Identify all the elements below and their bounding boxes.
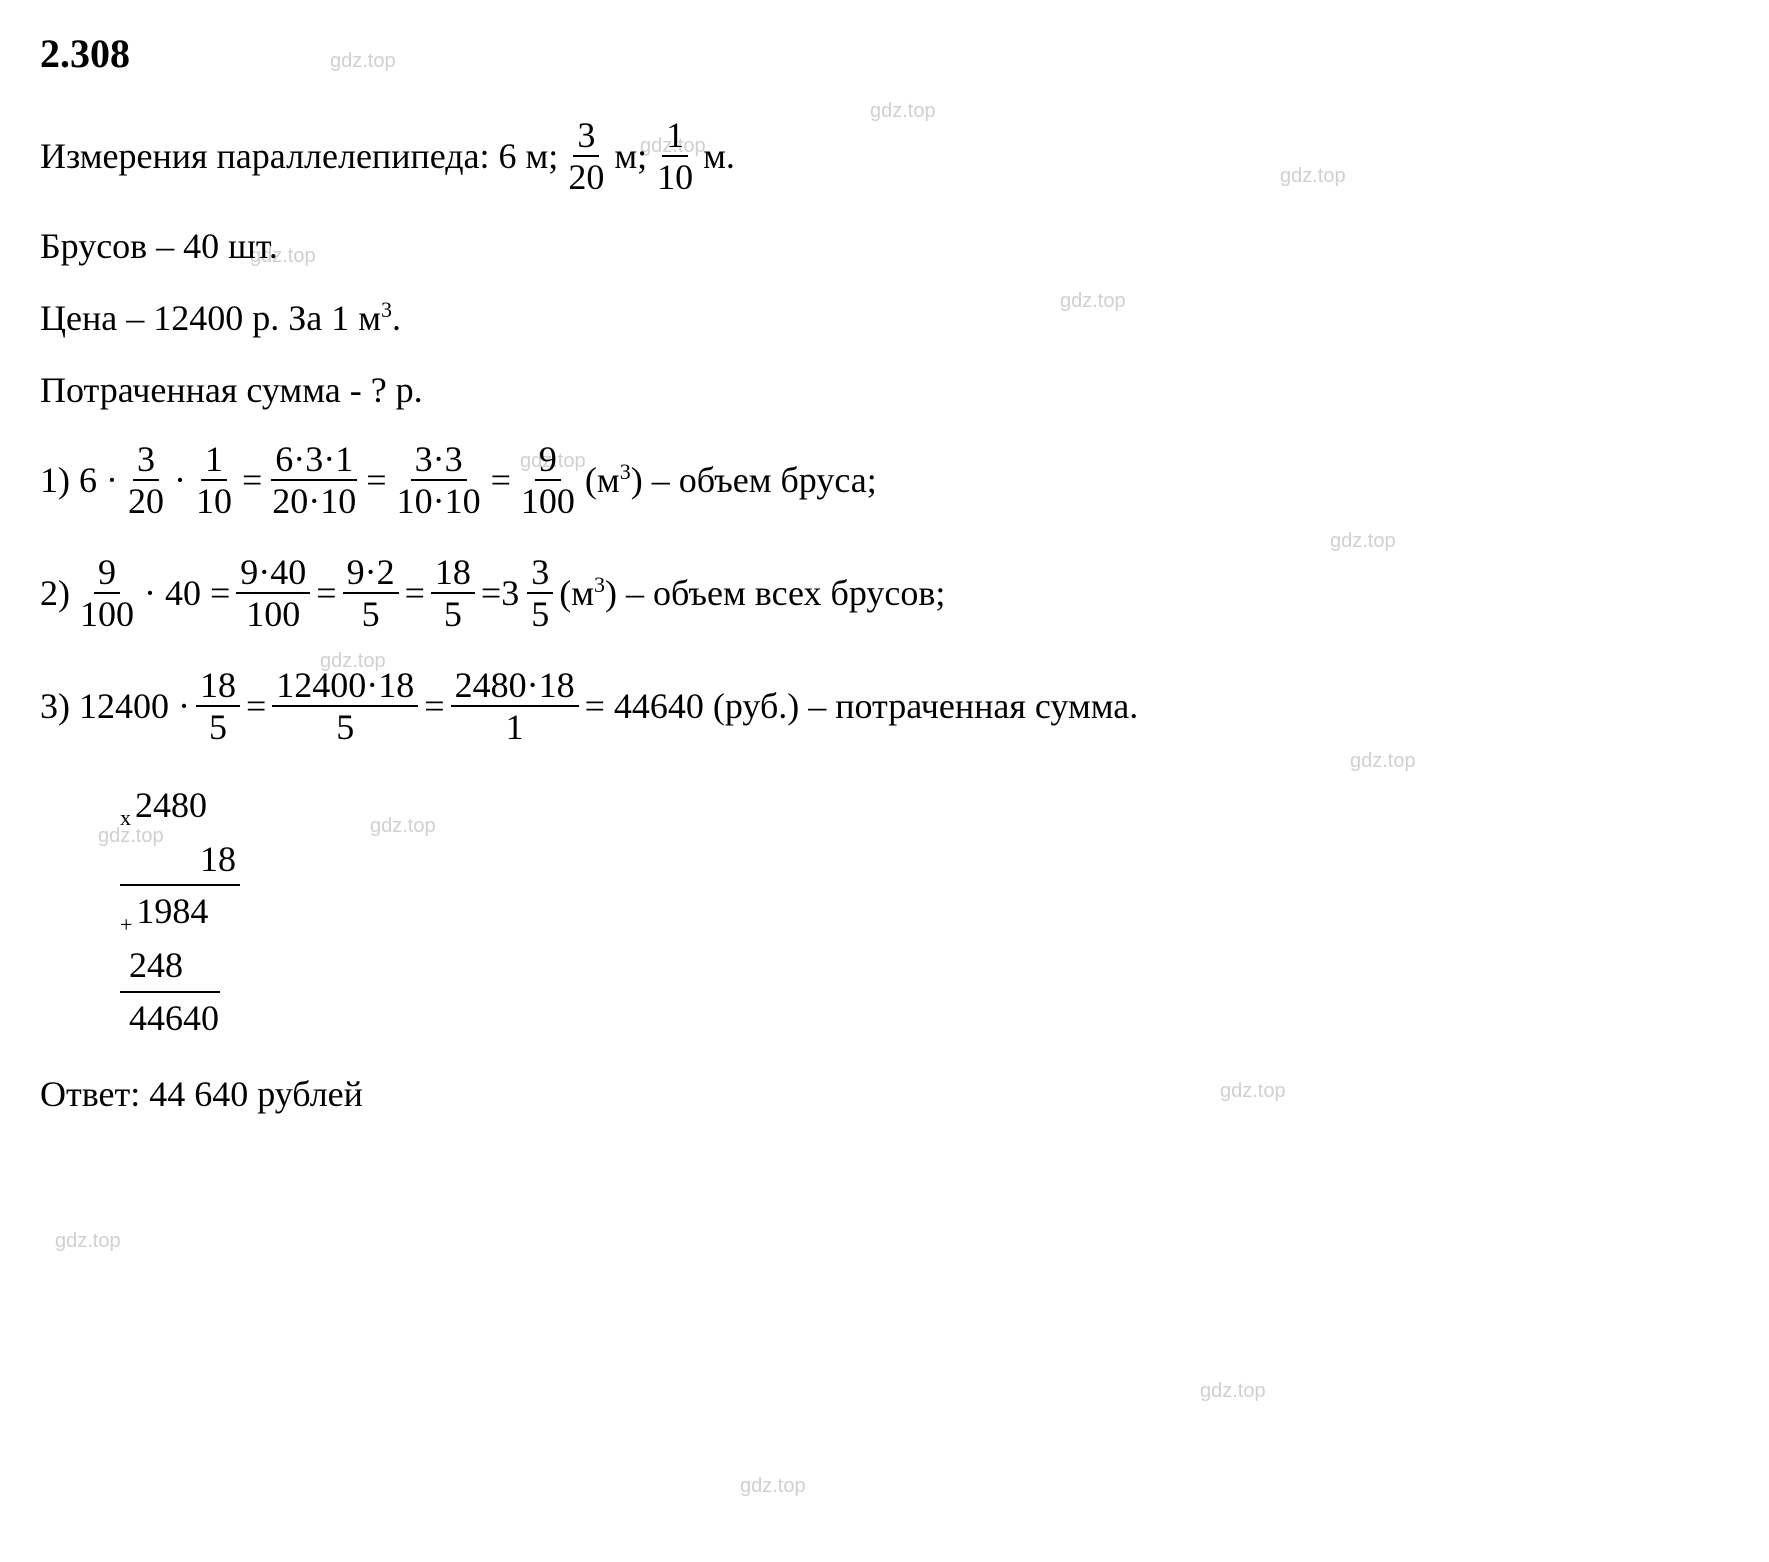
problem-number: 2.308 xyxy=(40,30,1729,77)
frac-numerator: 1 xyxy=(201,441,227,481)
text-suffix: м. xyxy=(703,135,735,177)
frac-denominator: 20·10 xyxy=(268,481,360,519)
frac-numerator: 3 xyxy=(573,117,599,157)
equals: = xyxy=(242,459,262,501)
text-prefix: Измерения параллелепипеда: 6 м; xyxy=(40,135,558,177)
step-label: 3) 12400 · xyxy=(40,685,190,727)
frac-denominator: 10·10 xyxy=(393,481,485,519)
frac-denominator: 10 xyxy=(192,481,236,519)
frac-denominator: 100 xyxy=(242,594,304,632)
calc-result: 44640 xyxy=(129,998,219,1038)
frac-numerator: 2480·18 xyxy=(451,667,579,707)
fraction: 12400·18 5 xyxy=(272,667,418,745)
frac-denominator: 100 xyxy=(76,594,138,632)
frac-denominator: 5 xyxy=(358,594,384,632)
equals: = xyxy=(424,685,444,727)
step-label: 2) xyxy=(40,572,70,614)
frac-denominator: 5 xyxy=(332,707,358,745)
step-3: 3) 12400 · 18 5 = 12400·18 5 = 2480·18 1… xyxy=(40,667,1729,745)
frac-numerator: 3·3 xyxy=(411,441,467,481)
equals: = xyxy=(316,572,336,614)
equals: = xyxy=(491,459,511,501)
mixed-whole: 3 xyxy=(501,572,519,614)
price-line: Цена – 12400 р. За 1 м3. xyxy=(40,297,1729,339)
paren-open: (м xyxy=(559,572,594,614)
dot: · xyxy=(174,459,186,501)
text-suffix: . xyxy=(392,297,401,339)
fraction: 9 100 xyxy=(517,441,579,519)
multiply-symbol: x xyxy=(120,805,131,830)
superscript: 3 xyxy=(620,459,631,485)
equals: = xyxy=(366,459,386,501)
frac-numerator: 9 xyxy=(94,554,120,594)
fraction: 18 5 xyxy=(196,667,240,745)
superscript-3: 3 xyxy=(381,297,392,323)
fraction-3-20: 3 20 xyxy=(564,117,608,195)
question-line: Потраченная сумма - ? р. xyxy=(40,369,1729,411)
frac-denominator: 5 xyxy=(205,707,231,745)
dimensions-line: Измерения параллелепипеда: 6 м; 3 20 м; … xyxy=(40,117,1729,195)
step-2: 2) 9 100 · 40 = 9·40 100 = 9·2 5 = 18 5 … xyxy=(40,554,1729,632)
beams-count-line: Брусов – 40 шт. xyxy=(40,225,1729,267)
frac-numerator: 18 xyxy=(431,554,475,594)
frac-denominator: 100 xyxy=(517,481,579,519)
fraction: 9 100 xyxy=(76,554,138,632)
calc-operand-2: 18 xyxy=(200,839,236,879)
watermark-text: gdz.top xyxy=(55,1230,121,1253)
frac-denominator: 5 xyxy=(527,594,553,632)
frac-denominator: 10 xyxy=(653,157,697,195)
frac-denominator: 1 xyxy=(502,707,528,745)
frac-denominator: 5 xyxy=(440,594,466,632)
equals-result: = 44640 (руб.) – потраченная сумма. xyxy=(585,685,1139,727)
frac-numerator: 18 xyxy=(196,667,240,707)
frac-numerator: 9·2 xyxy=(343,554,399,594)
step-label: 1) 6 · xyxy=(40,459,118,501)
calc-operand-1: 2480 xyxy=(135,785,207,825)
watermark-text: gdz.top xyxy=(740,1475,806,1498)
dot: · 40 = xyxy=(144,572,230,614)
frac-denominator: 20 xyxy=(564,157,608,195)
fraction: 3·3 10·10 xyxy=(393,441,485,519)
equals: = xyxy=(405,572,425,614)
fraction: 9·40 100 xyxy=(236,554,310,632)
paren-close: ) – объем бруса; xyxy=(631,459,877,501)
frac-denominator: 20 xyxy=(124,481,168,519)
fraction: 3 5 xyxy=(527,554,553,632)
superscript: 3 xyxy=(594,572,605,598)
text-prefix: Цена – 12400 р. За 1 м xyxy=(40,297,381,339)
frac-numerator: 1 xyxy=(662,117,688,157)
frac-numerator: 6·3·1 xyxy=(271,441,357,481)
equals: = xyxy=(246,685,266,727)
answer-line: Ответ: 44 640 рублей xyxy=(40,1073,1729,1115)
step-1: 1) 6 · 3 20 · 1 10 = 6·3·1 20·10 = 3·3 1… xyxy=(40,441,1729,519)
paren-open: (м xyxy=(585,459,620,501)
fraction: 3 20 xyxy=(124,441,168,519)
text-mid: м; xyxy=(614,135,647,177)
frac-numerator: 9 xyxy=(535,441,561,481)
calc-partial-2: 248 xyxy=(129,945,183,985)
frac-numerator: 9·40 xyxy=(236,554,310,594)
fraction-1-10: 1 10 xyxy=(653,117,697,195)
fraction: 9·2 5 xyxy=(343,554,399,632)
equals: = xyxy=(481,572,501,614)
frac-numerator: 3 xyxy=(133,441,159,481)
fraction: 1 10 xyxy=(192,441,236,519)
plus-symbol: + xyxy=(120,912,132,937)
mixed-number: 3 3 5 xyxy=(501,554,559,632)
frac-numerator: 12400·18 xyxy=(272,667,418,707)
calc-partial-1: 1984 xyxy=(136,891,208,931)
fraction: 6·3·1 20·10 xyxy=(268,441,360,519)
watermark-text: gdz.top xyxy=(1200,1380,1266,1403)
paren-close: ) – объем всех брусов; xyxy=(605,572,945,614)
frac-numerator: 3 xyxy=(527,554,553,594)
multiplication-column: x2480 18 +1984 248 44640 xyxy=(120,780,1729,1043)
fraction: 2480·18 1 xyxy=(451,667,579,745)
fraction: 18 5 xyxy=(431,554,475,632)
